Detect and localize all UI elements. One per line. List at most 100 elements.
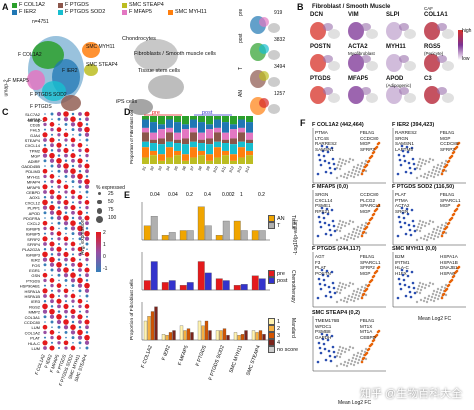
dotplot-dot (58, 279, 60, 282)
dotplot-dot (57, 133, 61, 137)
legend-swatch (268, 346, 275, 353)
feature-sublabel-COL1A1: CAF (424, 6, 433, 11)
dotplot-dot (57, 341, 61, 345)
dotplot-dot (65, 336, 67, 339)
legend-entry-no-score: no score (268, 346, 298, 353)
volcano-left-gene: H1FX (395, 270, 407, 276)
umap-y-axis-label: umap-2 (3, 79, 10, 97)
dotplot-dot (77, 298, 83, 304)
panel-c-dotplot: SLC7A2ACTA2CD36FHL5GJA4STEAP4CXCL14TPM2M… (20, 111, 90, 387)
dotplot-gene-label: PDLIM3 (26, 169, 41, 174)
dotplot-dot (77, 127, 83, 132)
size-legend-label-3: 100 (108, 215, 117, 221)
side-umap-pre (246, 12, 282, 36)
dotplot-dot (85, 190, 89, 194)
stack-segment (230, 160, 237, 164)
legend-swatch (268, 270, 275, 277)
dotplot-dot (50, 268, 54, 272)
panel-f-xlabel-2: Mean Log2 FC (418, 316, 452, 322)
dotplot-dot (57, 294, 61, 298)
color-legend-label-2: 0 (103, 254, 106, 260)
dotplot-gene-label: PLPP1 (28, 206, 41, 211)
dotplot-gene-label: MYH11 (27, 174, 41, 179)
size-legend-dot-1 (97, 200, 102, 205)
dotplot-dot (71, 253, 75, 256)
stack-segment (150, 116, 157, 123)
dotplot-dot (70, 226, 76, 231)
stack-segment (142, 157, 149, 164)
stack-sample-label: p10 (212, 166, 219, 173)
legend-label: F PTGDS SOD2 (65, 9, 106, 15)
dotplot-dot (50, 247, 54, 252)
stack-segment (158, 154, 165, 161)
stack-segment (238, 157, 245, 164)
dotplot-dot (49, 210, 55, 215)
dotplot-dot (43, 232, 47, 235)
dotplot-dot (71, 112, 75, 116)
stack-segment (222, 122, 229, 133)
dotplot-dot (84, 340, 90, 345)
dotplot-gene-label: MMP2 (28, 310, 40, 315)
legend-entry-1: 1 (268, 318, 280, 325)
dotplot-dot (84, 252, 90, 257)
feature-plot-MFAP5 (346, 83, 380, 105)
volcano-right-gene: HSPA1A (440, 254, 458, 259)
stack-segment (158, 138, 165, 145)
dotplot-dot (64, 330, 68, 334)
bar-pre (251, 275, 259, 291)
dotplot-dot (86, 300, 88, 302)
dotplot-dot (84, 230, 90, 237)
dotplot-dot (85, 138, 89, 142)
dotplot-dot (63, 340, 69, 346)
stack-segment (206, 116, 213, 125)
feature-plot-SLPI (384, 19, 418, 41)
dotplot-dot (78, 237, 82, 241)
stack-segment (230, 138, 237, 145)
dotplot-dot (79, 347, 81, 349)
legend-swatch (268, 325, 275, 332)
legend-label: no score (277, 346, 299, 353)
side-umap-group-post: post (238, 33, 244, 43)
dotplot-dot (85, 123, 89, 126)
dotplot-dot (84, 148, 90, 153)
dotplot-dot (50, 149, 54, 152)
volcano-right-gene: MT1X (360, 323, 373, 329)
volcano-left-gene: B2M (395, 254, 405, 259)
bar-post (186, 282, 194, 291)
size-legend-label-0: 25 (108, 191, 114, 197)
stack-segment (230, 154, 237, 161)
umap-cluster-label-4: F MFAP5 (8, 78, 29, 84)
legend-label: F PTGDS (65, 2, 89, 8)
bar-m3 (240, 334, 245, 341)
dotplot-gene-label: MGP (31, 154, 40, 159)
bar-pre (143, 280, 151, 291)
dotplot-dot (49, 293, 55, 299)
volcano-right-gene: FBLN1 (360, 130, 375, 135)
dotplot-gene-label: EGR1 (29, 268, 41, 273)
dotplot-dot (44, 165, 46, 167)
feature-gene-RGS5: RGS5 (424, 44, 441, 50)
dotplot-dot (42, 257, 48, 262)
legend-entry-post: post (268, 277, 287, 284)
stack-segment (190, 119, 197, 128)
legend-swatch (268, 339, 275, 346)
dotplot-gene-label: SLC7A2 (25, 112, 41, 117)
umap-cluster-label-3: F PTGDS (30, 104, 52, 110)
legend-label: 4 (277, 339, 281, 346)
dotplot-gene-label: SFRP4 (27, 242, 41, 247)
colorbar-high: high (462, 28, 472, 34)
stack-segment (158, 129, 165, 139)
dotplot-dot (56, 127, 62, 132)
dotplot-dot (63, 111, 69, 117)
feature-plot-COL1A1 (422, 19, 456, 41)
stack-segment (166, 116, 173, 120)
dotplot-dot (79, 191, 81, 193)
dotplot-dot (56, 335, 62, 340)
feature-plot-MYH11 (384, 51, 418, 73)
dotplot-dot (43, 284, 47, 287)
panel-label-b: B (297, 2, 304, 12)
dotplot-dot (70, 220, 76, 226)
legend-label: SMC STEAP4 (129, 2, 164, 8)
stack-segment (198, 143, 205, 151)
bar-m2 (255, 332, 259, 341)
